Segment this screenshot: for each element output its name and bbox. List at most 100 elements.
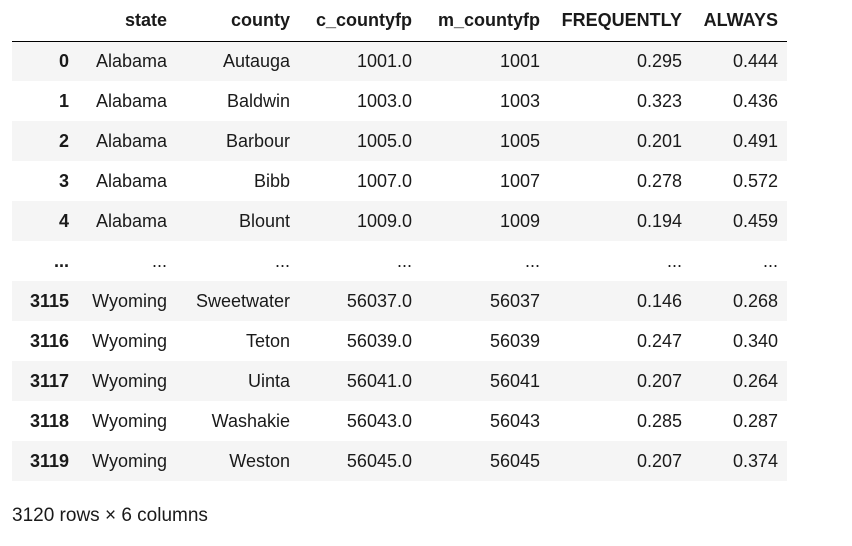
table-row: 3115 Wyoming Sweetwater 56037.0 56037 0.146 0.… — [12, 281, 787, 321]
cell-m-countyfp: 1009 — [499, 210, 540, 231]
cell-frequently: ... — [666, 250, 682, 271]
cell-always: 0.340 — [732, 330, 778, 351]
cell-state: Wyoming — [92, 330, 167, 351]
cell-frequently: 0.278 — [636, 170, 682, 191]
cell-always: 0.287 — [732, 410, 778, 431]
header-row: state county c_countyfp m_countyfp FREQU… — [12, 0, 787, 42]
cell-m-countyfp: 56037 — [489, 290, 540, 311]
cell-frequently: 0.201 — [636, 130, 682, 151]
dataframe-table: state county c_countyfp m_countyfp FREQU… — [12, 0, 787, 481]
column-header-m-countyfp: m_countyfp — [421, 0, 549, 42]
cell-m-countyfp: 1003 — [499, 90, 540, 111]
table-row: 1 Alabama Baldwin 1003.0 1003 0.323 0.436 — [12, 81, 787, 121]
cell-always: 0.436 — [732, 90, 778, 111]
cell-state: Alabama — [95, 90, 167, 111]
row-index: ... — [53, 250, 69, 271]
cell-county: Sweetwater — [195, 290, 290, 311]
row-index: 4 — [58, 210, 69, 231]
cell-county: Weston — [229, 450, 290, 471]
cell-always: 0.268 — [732, 290, 778, 311]
table-row: 3117 Wyoming Uinta 56041.0 56041 0.207 0.264 — [12, 361, 787, 401]
cell-county: Baldwin — [226, 90, 290, 111]
cell-state: Alabama — [95, 130, 167, 151]
cell-always: ... — [762, 250, 778, 271]
cell-c-countyfp: 1007.0 — [356, 170, 412, 191]
cell-county: Barbour — [225, 130, 290, 151]
row-index: 3115 — [29, 290, 69, 311]
cell-state: Wyoming — [92, 370, 167, 391]
table-row: 3 Alabama Bibb 1007.0 1007 0.278 0.572 — [12, 161, 787, 201]
cell-m-countyfp: ... — [524, 250, 540, 271]
row-index: 3119 — [29, 450, 69, 471]
table-row: 2 Alabama Barbour 1005.0 1005 0.201 0.491 — [12, 121, 787, 161]
cell-c-countyfp: 56045.0 — [346, 450, 412, 471]
cell-m-countyfp: 56043 — [489, 410, 540, 431]
cell-m-countyfp: 56039 — [489, 330, 540, 351]
cell-c-countyfp: 1001.0 — [356, 50, 412, 71]
cell-c-countyfp: 1009.0 — [356, 210, 412, 231]
cell-county: Bibb — [253, 170, 290, 191]
cell-state: Wyoming — [92, 410, 167, 431]
cell-c-countyfp: ... — [396, 250, 412, 271]
cell-state: Wyoming — [92, 290, 167, 311]
cell-c-countyfp: 56043.0 — [346, 410, 412, 431]
cell-frequently: 0.323 — [636, 90, 682, 111]
table-row: 3118 Wyoming Washakie 56043.0 56043 0.285 0.28… — [12, 401, 787, 441]
column-header-always: ALWAYS — [691, 0, 787, 42]
cell-always: 0.459 — [732, 210, 778, 231]
column-header-state: state — [78, 0, 176, 42]
table-body: 0 Alabama Autauga 1001.0 1001 0.295 0.444 1 Alab… — [12, 41, 787, 481]
table-row: 3116 Wyoming Teton 56039.0 56039 0.247 0.340 — [12, 321, 787, 361]
cell-county: Blount — [238, 210, 290, 231]
column-header-county: county — [176, 0, 299, 42]
cell-c-countyfp: 1005.0 — [356, 130, 412, 151]
table-row: 0 Alabama Autauga 1001.0 1001 0.295 0.444 — [12, 41, 787, 81]
cell-frequently: 0.285 — [636, 410, 682, 431]
cell-m-countyfp: 1005 — [499, 130, 540, 151]
cell-state: Alabama — [95, 210, 167, 231]
cell-always: 0.491 — [732, 130, 778, 151]
row-index: 3 — [58, 170, 69, 191]
cell-frequently: 0.247 — [636, 330, 682, 351]
row-index: 0 — [58, 50, 69, 71]
cell-frequently: 0.207 — [636, 370, 682, 391]
cell-frequently: 0.295 — [636, 50, 682, 71]
cell-always: 0.264 — [732, 370, 778, 391]
cell-state: Alabama — [95, 170, 167, 191]
table-row: 3119 Wyoming Weston 56045.0 56045 0.207 0.374 — [12, 441, 787, 481]
row-index: 3118 — [29, 410, 69, 431]
row-index: 3116 — [29, 330, 69, 351]
cell-c-countyfp: 56037.0 — [346, 290, 412, 311]
column-header-frequently: FREQUENTLY — [549, 0, 691, 42]
cell-county: Teton — [245, 330, 290, 351]
index-header — [12, 0, 78, 42]
cell-m-countyfp: 1007 — [499, 170, 540, 191]
cell-county: Washakie — [211, 410, 290, 431]
row-index: 2 — [58, 130, 69, 151]
dataframe-output: state county c_countyfp m_countyfp FREQU… — [12, 0, 787, 481]
dataframe-shape-summary: 3120 rows × 6 columns — [12, 505, 208, 526]
cell-state: Alabama — [95, 50, 167, 71]
table-header: state county c_countyfp m_countyfp FREQU… — [12, 0, 787, 42]
cell-frequently: 0.194 — [636, 210, 682, 231]
row-index: 3117 — [29, 370, 69, 391]
cell-county: ... — [274, 250, 290, 271]
cell-state: ... — [151, 250, 167, 271]
cell-always: 0.572 — [732, 170, 778, 191]
cell-always: 0.374 — [732, 450, 778, 471]
table-row: ..................... — [12, 241, 787, 281]
cell-m-countyfp: 1001 — [499, 50, 540, 71]
cell-county: Autauga — [222, 50, 290, 71]
cell-frequently: 0.207 — [636, 450, 682, 471]
table-row: 4 Alabama Blount 1009.0 1009 0.194 0.459 — [12, 201, 787, 241]
cell-m-countyfp: 56041 — [489, 370, 540, 391]
row-index: 1 — [58, 90, 69, 111]
cell-m-countyfp: 56045 — [489, 450, 540, 471]
column-header-c-countyfp: c_countyfp — [299, 0, 421, 42]
cell-county: Uinta — [247, 370, 290, 391]
cell-c-countyfp: 56039.0 — [346, 330, 412, 351]
cell-c-countyfp: 56041.0 — [346, 370, 412, 391]
cell-always: 0.444 — [732, 50, 778, 71]
cell-c-countyfp: 1003.0 — [356, 90, 412, 111]
cell-frequently: 0.146 — [636, 290, 682, 311]
